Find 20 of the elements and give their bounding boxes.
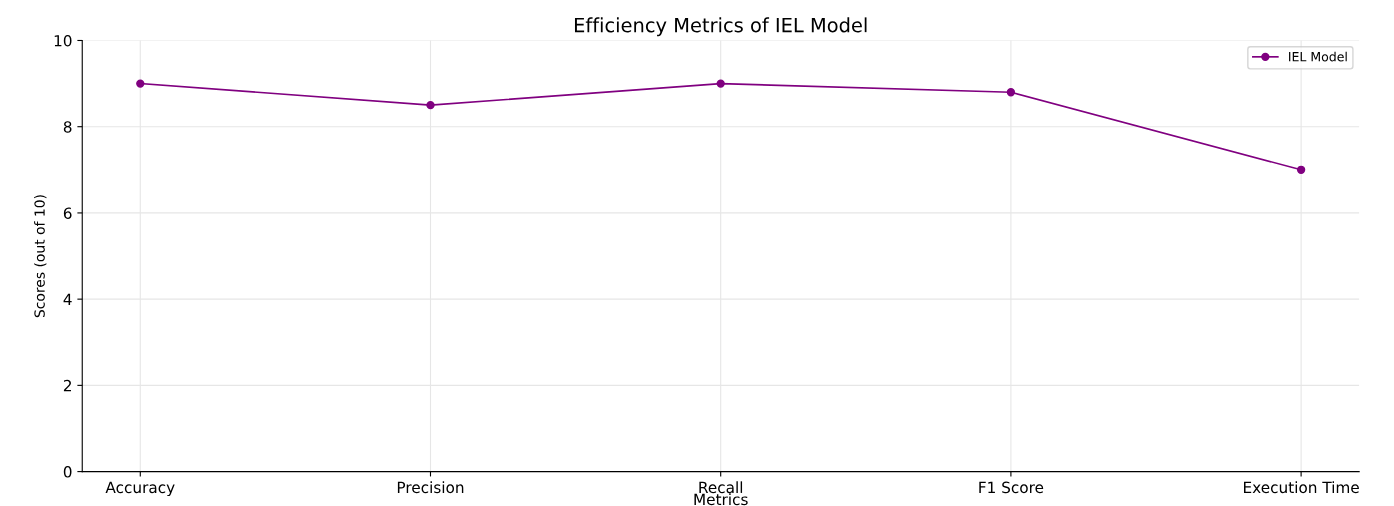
y-tick-label: 10 xyxy=(54,34,72,47)
x-tick-label: Precision xyxy=(397,481,464,494)
point xyxy=(136,79,145,88)
chart-title: Efficiency Metrics of IEL Model xyxy=(574,17,867,37)
point xyxy=(426,100,435,110)
x-axis-title: Metrics xyxy=(694,493,748,506)
y-axis-title: Scores (out of 10) xyxy=(34,195,47,318)
y-tick-label: 4 xyxy=(63,293,72,305)
y-tick-label: 6 xyxy=(63,207,72,219)
y-tick-label: 0 xyxy=(63,466,72,478)
y-tick-label: 2 xyxy=(63,379,71,392)
legend-label: IEL Model xyxy=(1289,51,1347,62)
point xyxy=(716,79,725,88)
point xyxy=(1006,88,1016,97)
x-tick-label: F1 Score xyxy=(979,481,1044,494)
x-tick-label: Execution Time xyxy=(1244,481,1359,494)
x-tick-label: Accuracy xyxy=(105,481,175,497)
point xyxy=(1296,165,1306,174)
y-tick-label: 8 xyxy=(63,121,72,133)
x-tick-label: Recall xyxy=(699,481,743,494)
